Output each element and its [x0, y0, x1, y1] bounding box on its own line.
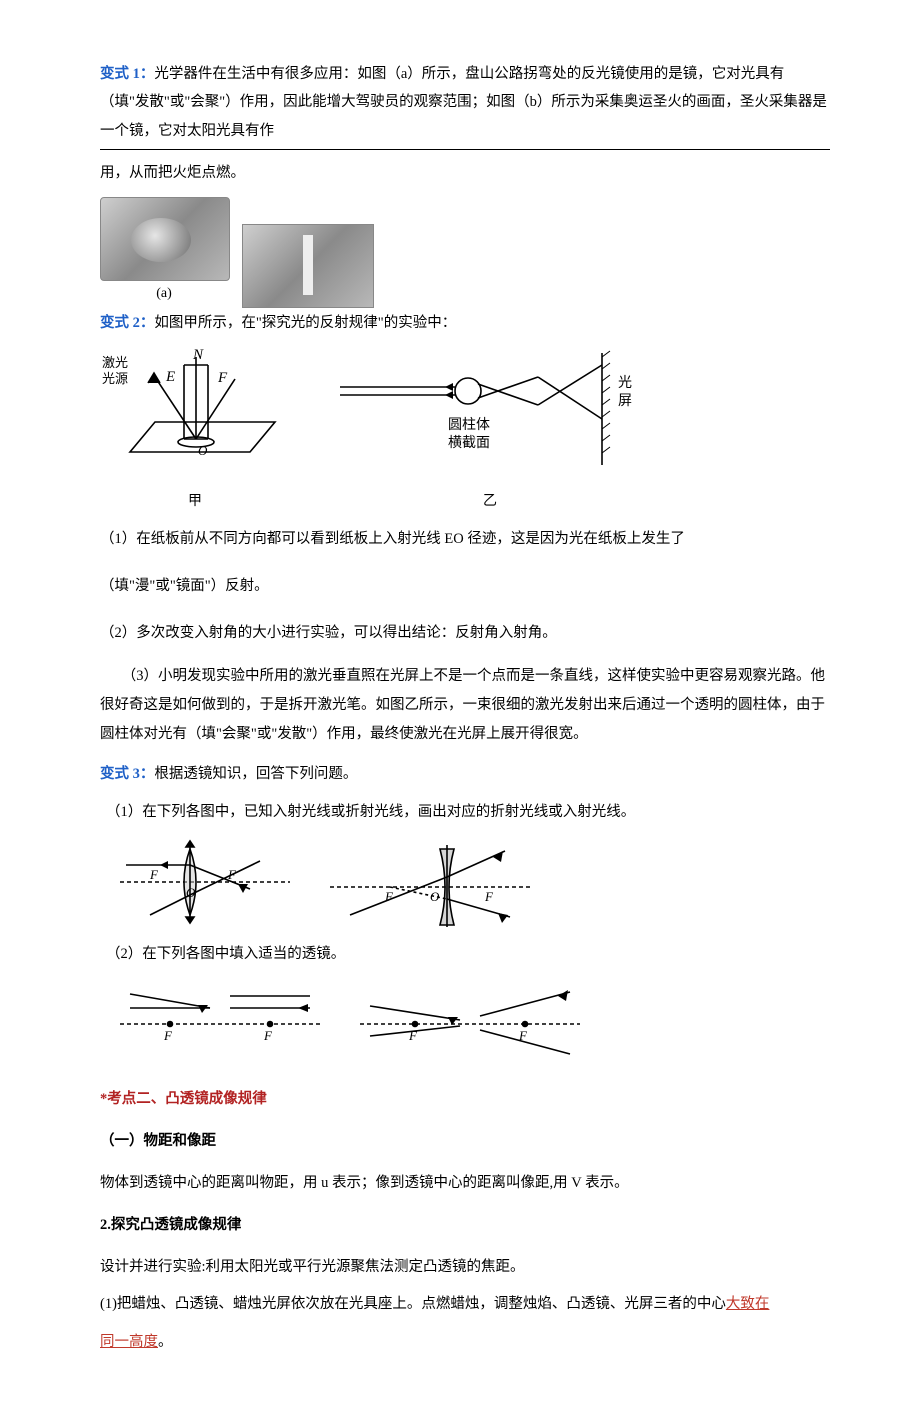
- photo-a-mirror: [100, 197, 230, 281]
- q2: （2）多次改变入射角的大小进行实验，可以得出结论：反射角入射角。: [100, 616, 830, 651]
- lens-concave-diagram: F O F: [330, 837, 530, 927]
- label-laser-1: 激光: [102, 355, 128, 370]
- lens-blank-1: F F: [120, 978, 320, 1058]
- label-F: F: [217, 370, 228, 386]
- caption-a: (a): [100, 281, 228, 308]
- section-2-title: *考点二、凸透镜成像规律: [100, 1086, 830, 1114]
- lens-row-2: F F F F: [120, 978, 830, 1058]
- lens1-F1: F: [149, 867, 159, 882]
- image-row-ab: (a): [100, 197, 830, 308]
- variant-1-header: 变式 1：光学器件在生活中有很多应用：如图（a）所示，盘山公路拐弯处的反光镜使用…: [100, 60, 830, 150]
- q1b: （填"漫"或"镜面"）反射。: [100, 569, 830, 604]
- variant-3-line: 变式 3：根据透镜知识，回答下列问题。: [100, 761, 830, 789]
- photo-b-torch: [242, 224, 374, 308]
- lens-convex-diagram: F O F: [120, 837, 290, 927]
- b3-q2: （2）在下列各图中填入适当的透镜。: [106, 941, 830, 969]
- q1a: （1）在纸板前从不同方向都可以看到纸板上入射光线 EO 径迹，这是因为光在纸板上…: [100, 522, 830, 557]
- lens2-F1: F: [384, 889, 394, 904]
- variant-3-label: 变式 3：: [100, 766, 154, 782]
- label-yi: 乙: [340, 489, 640, 516]
- lens1-F2: F: [227, 867, 237, 882]
- label-screen-1: 光: [618, 375, 632, 391]
- subsection-1: （一）物距和像距: [100, 1128, 830, 1156]
- label-O: O: [198, 443, 208, 458]
- label-laser-2: 光源: [102, 371, 128, 386]
- lens1-O: O: [186, 885, 196, 900]
- variant-3-text: 根据透镜知识，回答下列问题。: [154, 766, 357, 782]
- lens2-F2: F: [484, 889, 494, 904]
- variant-2-label: 变式 2：: [100, 315, 154, 331]
- diagram-row-jia-yi: 激光 光源 E N F O 甲: [100, 347, 830, 516]
- label-cylinder-2: 横截面: [448, 435, 490, 451]
- variant-1-text: 光学器件在生活中有很多应用：如图（a）所示，盘山公路拐弯处的反光镜使用的是镜，它…: [100, 66, 827, 139]
- section-2-text: 考点二、凸透镜成像规律: [107, 1091, 267, 1107]
- q3: （3）小明发现实验中所用的激光垂直照在光屏上不是一个点而是一条直线，这样使实验中…: [100, 662, 830, 749]
- subsection-1-text: 物体到透镜中心的距离叫物距，用 u 表示；像到透镜中心的距离叫像距,用 V 表示…: [100, 1170, 830, 1198]
- label-E: E: [165, 369, 175, 385]
- lens-blank-2: F F: [360, 978, 580, 1058]
- sub2-item1-pre: (1)把蜡烛、凸透镜、蜡烛光屏依次放在光具座上。点燃蜡烛，调整烛焰、凸透镜、光屏…: [100, 1296, 726, 1312]
- subsection-2-text: 设计并进行实验:利用太阳光或平行光源聚焦法测定凸透镜的焦距。: [100, 1254, 830, 1282]
- subsection-2: 2.探究凸透镜成像规律: [100, 1212, 830, 1240]
- diagram-jia: 激光 光源 E N F O 甲: [100, 347, 290, 516]
- blank1-F2: F: [263, 1028, 273, 1043]
- subsection-2-item1b: 同一高度。: [100, 1329, 830, 1357]
- variant-2-text: 如图甲所示，在"探究光的反射规律"的实验中：: [154, 315, 456, 331]
- sub2-item1-post: 。: [158, 1334, 173, 1350]
- blank2-F2: F: [518, 1028, 528, 1043]
- diagram-yi: 圆柱体 横截面 光 屏 乙: [340, 347, 640, 516]
- blank1-F1: F: [163, 1028, 173, 1043]
- label-screen-2: 屏: [618, 394, 632, 409]
- label-jia: 甲: [100, 489, 290, 516]
- blank2-F1: F: [408, 1028, 418, 1043]
- lens2-O: O: [430, 889, 440, 904]
- sub2-item1-link2: 同一高度: [100, 1334, 158, 1350]
- b3-q1: （1）在下列各图中，已知入射光线或折射光线，画出对应的折射光线或入射光线。: [106, 799, 830, 827]
- variant-2-line: 变式 2：如图甲所示，在"探究光的反射规律"的实验中：: [100, 310, 830, 338]
- label-N: N: [192, 347, 204, 363]
- subsection-2-item1: (1)把蜡烛、凸透镜、蜡烛光屏依次放在光具座上。点燃蜡烛，调整烛焰、凸透镜、光屏…: [100, 1291, 830, 1319]
- variant-1-label: 变式 1：: [100, 66, 154, 82]
- lens-row-1: F O F F O F: [120, 837, 830, 927]
- question-block-b2: （1）在纸板前从不同方向都可以看到纸板上入射光线 EO 径迹，这是因为光在纸板上…: [100, 522, 830, 749]
- after-header-line: 用，从而把火炬点燃。: [100, 160, 830, 188]
- sub2-item1-link1: 大致在: [726, 1296, 770, 1312]
- label-cylinder-1: 圆柱体: [448, 417, 490, 433]
